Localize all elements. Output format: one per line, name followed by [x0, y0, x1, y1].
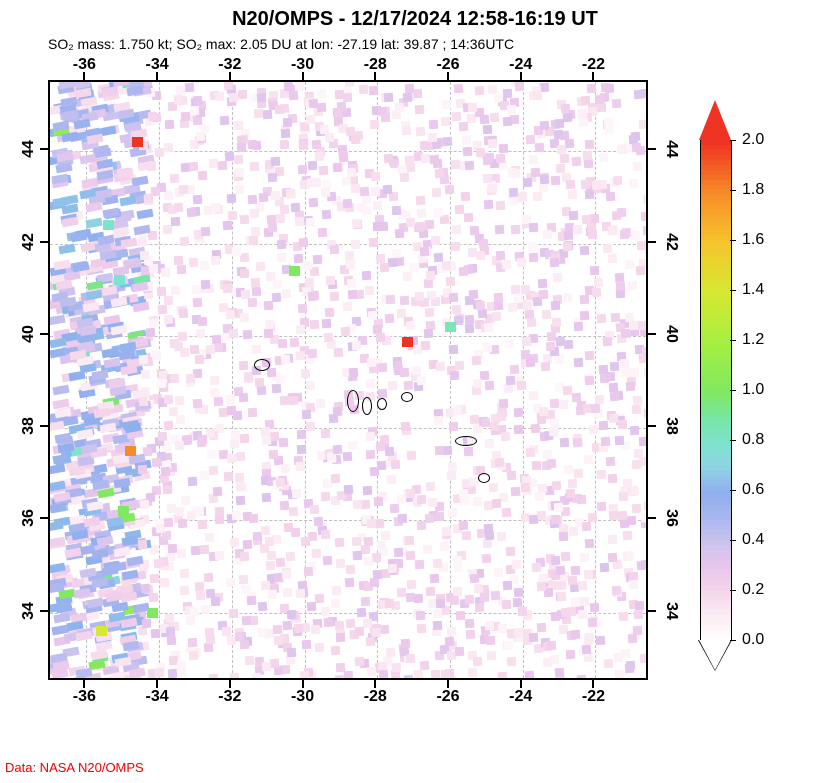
- x-tick-label: -36: [73, 688, 96, 706]
- heatmap-pixel-hot: [96, 626, 107, 636]
- colorbar-gradient: [700, 140, 732, 640]
- heatmap-pixel-hot: [402, 337, 413, 347]
- y-tick-label: 36: [662, 510, 680, 528]
- chart-title: N20/OMPS - 12/17/2024 12:58-16:19 UT: [0, 8, 830, 31]
- y-tick-label: 34: [20, 602, 38, 620]
- coastline-island: [377, 398, 387, 410]
- colorbar-tick-label: 2.0: [742, 131, 764, 149]
- y-tick-label: 36: [20, 510, 38, 528]
- y-tick-label: 38: [662, 417, 680, 435]
- colorbar-tick-label: 0.2: [742, 581, 764, 599]
- heatmap-pixel-hot: [289, 266, 300, 276]
- colorbar-tick-label: 1.0: [742, 381, 764, 399]
- coastline-island: [455, 436, 477, 446]
- coastline-island: [362, 397, 372, 415]
- y-tick-label: 34: [662, 602, 680, 620]
- colorbar-tick-label: 1.2: [742, 331, 764, 349]
- heatmap-pixel-hot: [125, 446, 136, 456]
- y-tick-label: 44: [662, 140, 680, 158]
- y-tick-label: 40: [20, 325, 38, 343]
- colorbar-tick-label: 1.8: [742, 181, 764, 199]
- x-tick-label: -22: [582, 688, 605, 706]
- data-attribution: Data: NASA N20/OMPS: [5, 760, 144, 775]
- colorbar-tick-label: 0.4: [742, 531, 764, 549]
- colorbar-overflow-arrow: [699, 100, 731, 140]
- colorbar-tick-label: 1.6: [742, 231, 764, 249]
- colorbar: 0.00.20.40.60.81.01.21.41.61.82.0 SO2 co…: [700, 100, 820, 665]
- heatmap-pixel-hot: [103, 220, 114, 230]
- heatmap-pixel-hot: [147, 608, 158, 618]
- coastline-island: [347, 390, 359, 412]
- y-tick-label: 40: [662, 325, 680, 343]
- y-tick-label: 42: [20, 233, 38, 251]
- x-tick-label: -26: [436, 688, 459, 706]
- y-tick-label: 42: [662, 233, 680, 251]
- heatmap-pixel-hot: [118, 506, 129, 516]
- x-tick-label: -30: [291, 688, 314, 706]
- coastline-island: [254, 359, 270, 371]
- x-tick-label: -24: [509, 688, 532, 706]
- map-heatmap: [48, 80, 648, 680]
- heatmap-pixel-hot: [114, 275, 125, 285]
- colorbar-underflow-arrow: [699, 640, 731, 670]
- colorbar-tick-label: 1.4: [742, 281, 764, 299]
- x-tick-label: -28: [364, 688, 387, 706]
- heatmap-pixel-hot: [132, 137, 143, 147]
- coastline-island: [401, 392, 413, 402]
- colorbar-tick-label: 0.0: [742, 631, 764, 649]
- coastline-island: [478, 473, 490, 483]
- heatmap-pixel-hot: [445, 322, 456, 332]
- chart-subtitle: SO₂ mass: 1.750 kt; SO₂ max: 2.05 DU at …: [48, 36, 514, 52]
- colorbar-tick-label: 0.8: [742, 431, 764, 449]
- colorbar-tick-label: 0.6: [742, 481, 764, 499]
- x-tick-label: -34: [146, 688, 169, 706]
- x-tick-label: -32: [218, 688, 241, 706]
- y-tick-label: 38: [20, 417, 38, 435]
- y-tick-label: 44: [20, 140, 38, 158]
